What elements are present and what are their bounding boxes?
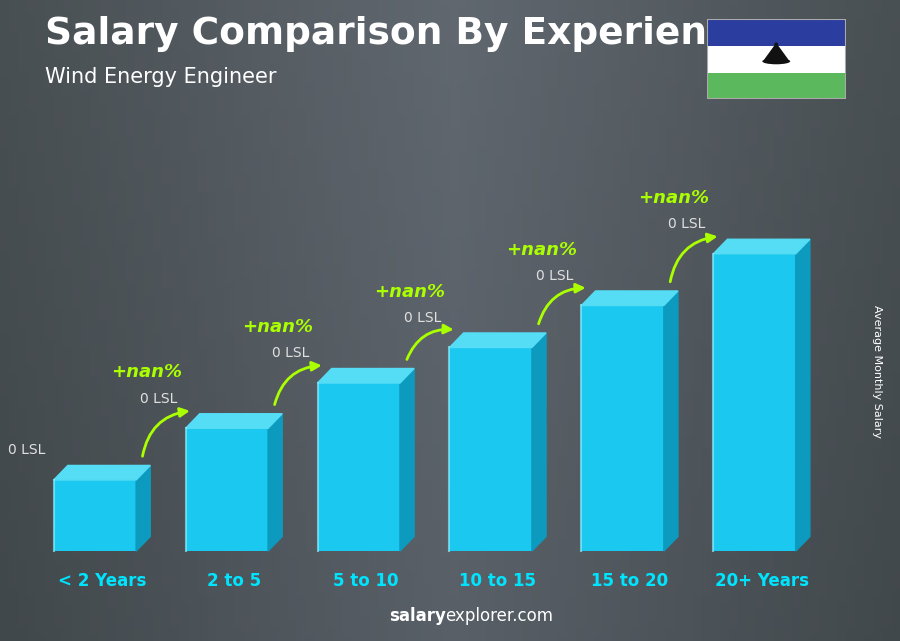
Bar bbox=[581, 306, 664, 551]
Polygon shape bbox=[714, 239, 810, 254]
Bar bbox=[185, 428, 268, 551]
Polygon shape bbox=[796, 239, 810, 551]
Ellipse shape bbox=[762, 58, 790, 64]
Text: explorer.com: explorer.com bbox=[446, 607, 554, 625]
Bar bbox=[706, 72, 846, 99]
Polygon shape bbox=[664, 291, 678, 551]
Text: 15 to 20: 15 to 20 bbox=[591, 572, 668, 590]
Text: 0 LSL: 0 LSL bbox=[668, 217, 705, 231]
Text: 0 LSL: 0 LSL bbox=[8, 444, 45, 457]
Polygon shape bbox=[400, 369, 414, 551]
Polygon shape bbox=[318, 369, 414, 383]
Text: salary: salary bbox=[389, 607, 446, 625]
Polygon shape bbox=[765, 44, 788, 60]
Bar bbox=[714, 254, 796, 551]
Bar bbox=[318, 383, 400, 551]
Text: 2 to 5: 2 to 5 bbox=[207, 572, 261, 590]
Polygon shape bbox=[268, 413, 283, 551]
Text: 0 LSL: 0 LSL bbox=[404, 311, 441, 325]
Text: 5 to 10: 5 to 10 bbox=[333, 572, 399, 590]
Text: +nan%: +nan% bbox=[374, 283, 446, 301]
Bar bbox=[706, 19, 846, 46]
Text: 0 LSL: 0 LSL bbox=[272, 346, 310, 360]
Circle shape bbox=[774, 42, 778, 46]
Text: 10 to 15: 10 to 15 bbox=[459, 572, 536, 590]
Polygon shape bbox=[136, 465, 150, 551]
Polygon shape bbox=[185, 413, 283, 428]
Bar bbox=[449, 347, 532, 551]
Polygon shape bbox=[581, 291, 678, 306]
Polygon shape bbox=[532, 333, 546, 551]
Text: +nan%: +nan% bbox=[111, 363, 182, 381]
Text: Average Monthly Salary: Average Monthly Salary bbox=[872, 305, 883, 438]
Text: 0 LSL: 0 LSL bbox=[140, 392, 177, 406]
Text: Wind Energy Engineer: Wind Energy Engineer bbox=[45, 67, 276, 87]
Text: +nan%: +nan% bbox=[243, 318, 313, 336]
Text: 20+ Years: 20+ Years bbox=[715, 572, 808, 590]
Text: < 2 Years: < 2 Years bbox=[58, 572, 146, 590]
Bar bbox=[54, 480, 136, 551]
Bar bbox=[706, 46, 846, 72]
Text: +nan%: +nan% bbox=[638, 189, 709, 207]
Polygon shape bbox=[54, 465, 150, 480]
Polygon shape bbox=[449, 333, 546, 347]
Text: 0 LSL: 0 LSL bbox=[536, 269, 573, 283]
Text: +nan%: +nan% bbox=[507, 240, 578, 258]
Text: Salary Comparison By Experience: Salary Comparison By Experience bbox=[45, 16, 755, 52]
